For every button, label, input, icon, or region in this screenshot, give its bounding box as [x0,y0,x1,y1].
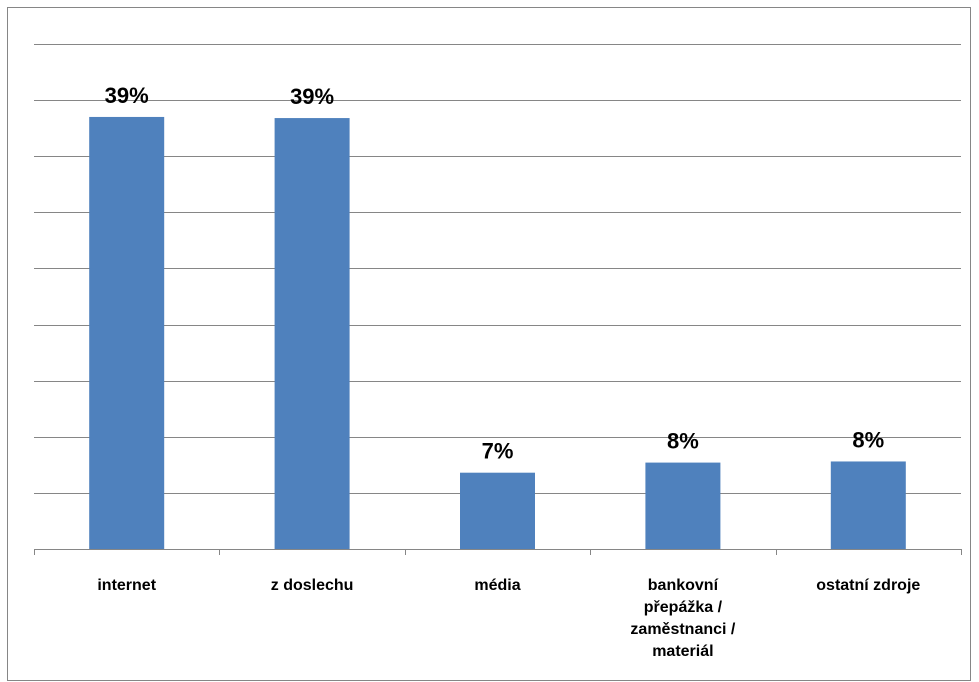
category-labels: internet z doslechu média bankovní přepážka … [97,577,920,660]
chart-frame [7,7,971,681]
bar [830,461,906,549]
category-label: bankovní přepážka / zaměstnanci / materiál [630,577,735,660]
gridlines [34,44,961,494]
data-labels: 39% 39% 7% 8% 8% [105,83,885,464]
bar [460,472,535,549]
category-label: z doslechu [271,577,354,594]
category-label: internet [97,577,156,594]
bars [89,116,906,550]
data-label: 7% [482,439,514,464]
bar [645,462,721,549]
bar [274,118,350,550]
category-label: média [474,577,520,594]
bar [89,116,165,549]
data-label: 39% [290,84,334,109]
data-label: 8% [667,429,699,454]
category-label: ostatní zdroje [816,577,920,594]
data-label: 39% [105,83,149,108]
data-label: 8% [852,427,884,452]
x-axis [34,549,962,555]
